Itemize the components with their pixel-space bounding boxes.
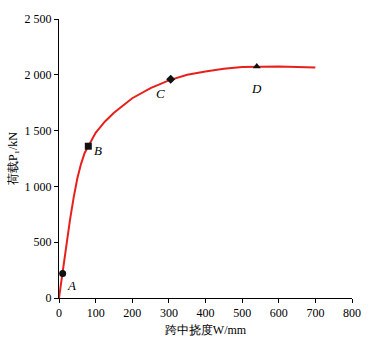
- svg-text:1 500: 1 500: [25, 124, 52, 138]
- svg-text:700: 700: [306, 306, 324, 320]
- svg-text:1 000: 1 000: [25, 180, 52, 194]
- svg-text:0: 0: [46, 291, 52, 305]
- svg-text:0: 0: [56, 306, 62, 320]
- svg-text:200: 200: [123, 306, 141, 320]
- svg-text:A: A: [67, 278, 76, 293]
- svg-text:荷载P₁/kN: 荷载P₁/kN: [6, 132, 20, 185]
- svg-text:B: B: [94, 143, 102, 158]
- svg-text:跨中挠度W/mm: 跨中挠度W/mm: [165, 323, 247, 337]
- svg-text:D: D: [251, 81, 262, 96]
- svg-text:400: 400: [197, 306, 215, 320]
- svg-text:500: 500: [233, 306, 251, 320]
- svg-text:C: C: [156, 86, 165, 101]
- svg-text:2 000: 2 000: [25, 68, 52, 82]
- svg-text:500: 500: [34, 235, 52, 249]
- svg-text:800: 800: [343, 306, 361, 320]
- svg-text:2 500: 2 500: [25, 12, 52, 26]
- svg-text:300: 300: [160, 306, 178, 320]
- svg-text:100: 100: [87, 306, 105, 320]
- svg-text:600: 600: [270, 306, 288, 320]
